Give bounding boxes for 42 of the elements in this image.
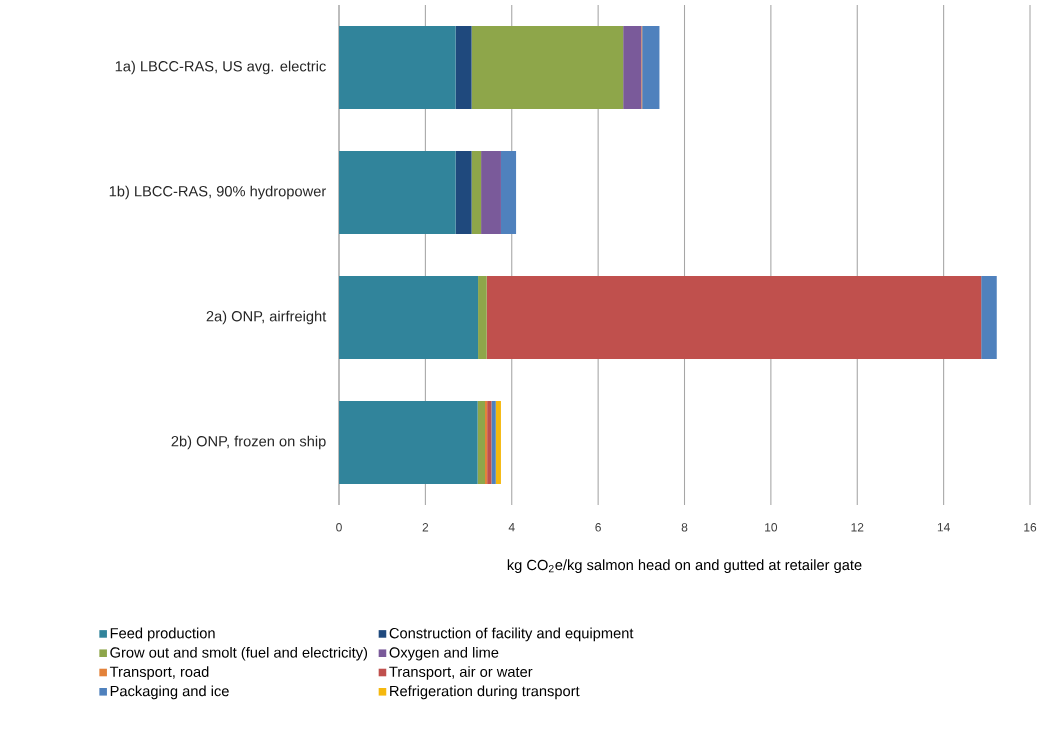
legend-label: Feed production <box>110 627 215 642</box>
bar <box>471 26 624 110</box>
bar <box>500 151 517 234</box>
x-tick-label: 2 <box>422 523 429 532</box>
x-tick-label: 10 <box>765 523 778 532</box>
bar <box>484 401 488 485</box>
y-tick-label: 1a) LBCC-RAS, US avg. electric <box>115 60 326 75</box>
x-tick-label: 8 <box>681 523 688 532</box>
bar <box>495 401 501 485</box>
bar <box>339 276 479 360</box>
bar <box>455 26 472 110</box>
bar <box>623 26 642 110</box>
legend-label: Packaging and ice <box>110 685 229 700</box>
bar <box>339 151 456 234</box>
x-tick-label: 16 <box>1024 523 1037 532</box>
bar <box>455 151 472 234</box>
bar <box>471 151 482 234</box>
legend-label: Transport, road <box>109 666 209 680</box>
bar <box>478 276 487 360</box>
bar <box>487 401 492 485</box>
bar <box>477 401 485 485</box>
legend-label: Construction of facility and equipment <box>389 627 634 642</box>
bar <box>481 151 501 234</box>
bar <box>339 401 478 485</box>
x-tick-label: 0 <box>336 523 342 532</box>
legend-label: Refrigeration during transport <box>390 685 580 700</box>
bar <box>491 401 496 485</box>
y-tick-label: 2a) ONP, airfreight <box>206 310 327 325</box>
x-tick-label: 6 <box>595 523 601 532</box>
legend-label: Oxygen and lime <box>389 646 499 661</box>
x-tick-label: 12 <box>851 523 864 532</box>
x-tick-label: 14 <box>937 523 950 532</box>
legend-label: Grow out and smolt (fuel and electricity) <box>110 646 368 661</box>
legend-label: Transport, air or water <box>389 666 533 680</box>
x-tick-label: 4 <box>508 523 515 532</box>
bar <box>642 26 660 110</box>
bar <box>339 26 456 110</box>
bar <box>981 276 997 360</box>
bar <box>486 276 982 360</box>
x-axis-title: kg CO$_{2}$e/kg salmon head on and gutted at retailer gate <box>507 559 862 574</box>
y-tick-label: 2b) ONP, frozen on ship <box>171 435 326 450</box>
y-tick-label: 1b) LBCC-RAS, 90% hydropower <box>109 185 327 200</box>
